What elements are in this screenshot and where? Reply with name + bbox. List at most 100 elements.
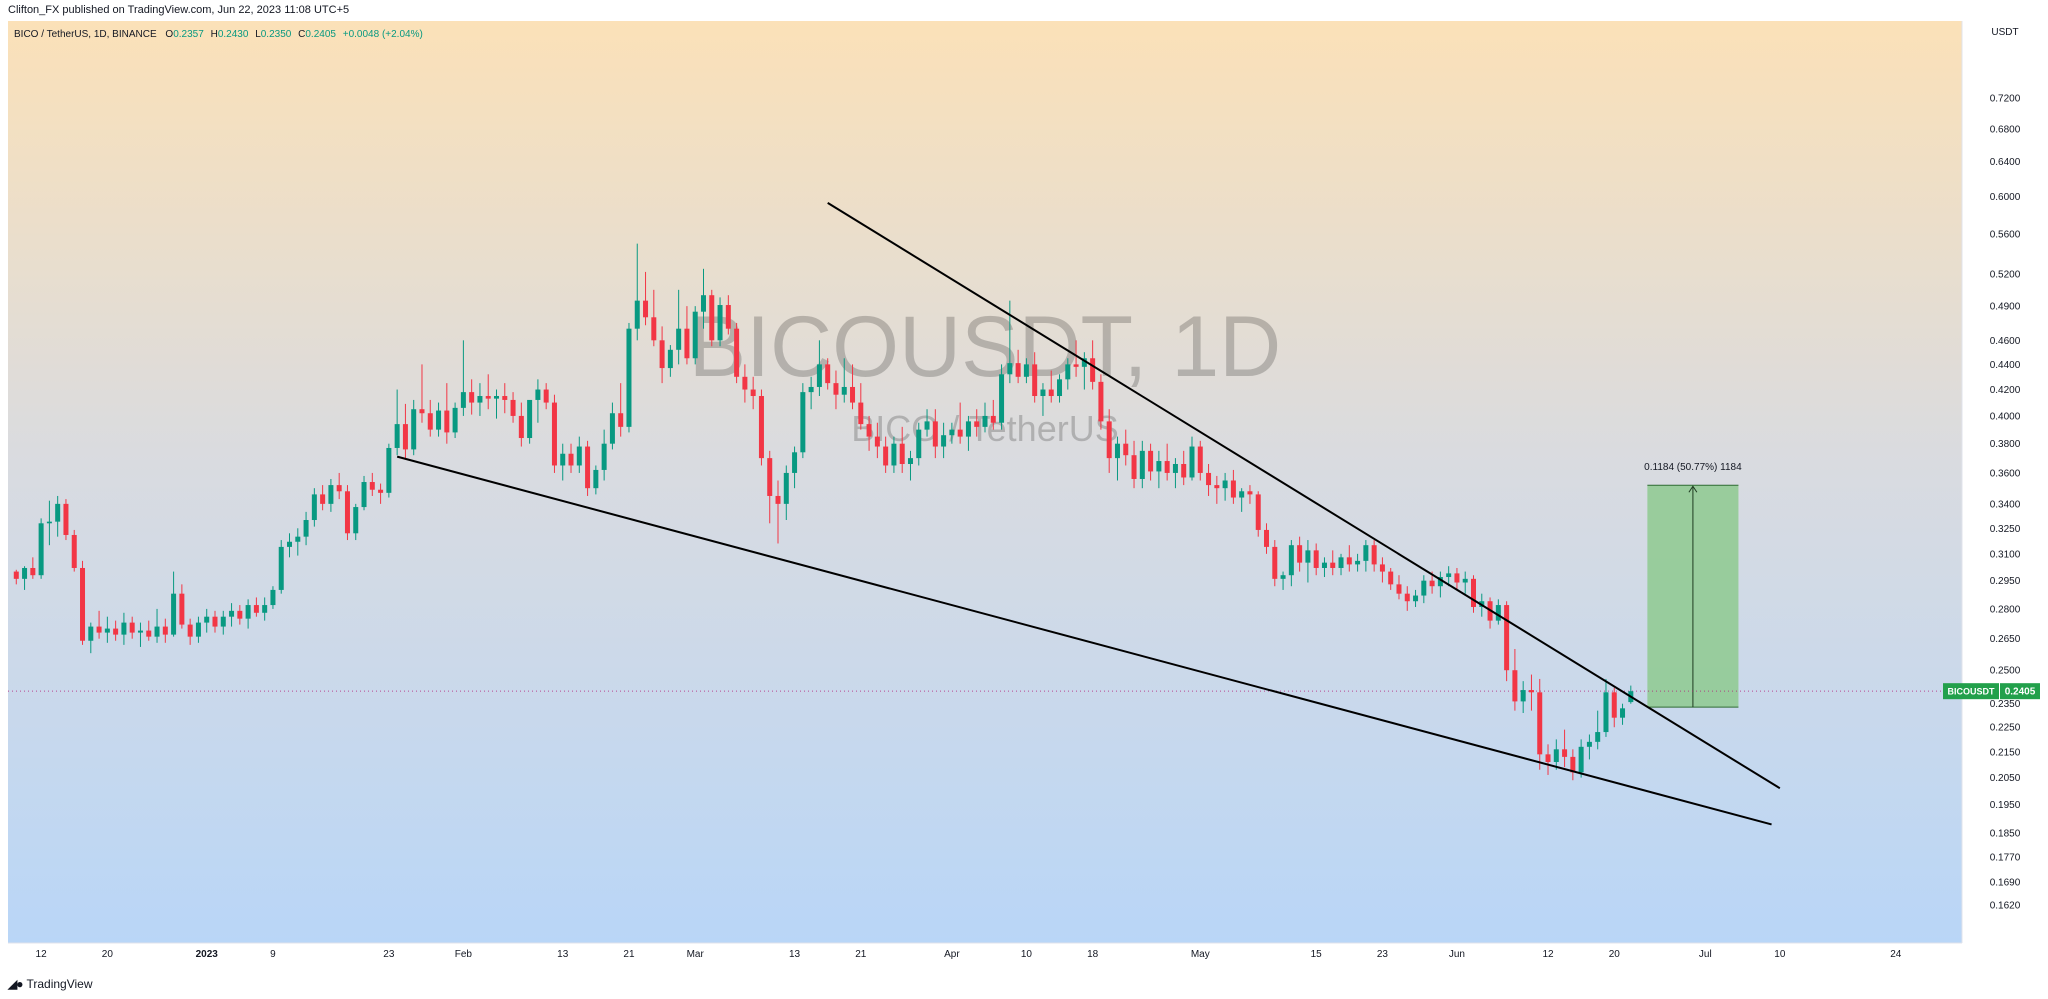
candle-body-up[interactable] (1495, 605, 1501, 621)
lower-trendline[interactable] (396, 455, 1772, 826)
tradingview-logo[interactable]: ◢● TradingView (8, 977, 93, 991)
candle-body-up[interactable] (1114, 443, 1120, 459)
candle-body-up[interactable] (1446, 573, 1452, 578)
candle-body-down[interactable] (1230, 480, 1236, 498)
candle-body-up[interactable] (800, 392, 806, 453)
candle-body-down[interactable] (1148, 450, 1154, 472)
candle-body-down[interactable] (551, 402, 557, 466)
candle-body-down[interactable] (113, 628, 119, 635)
candle-body-up[interactable] (88, 626, 94, 641)
candle-body-up[interactable] (1305, 550, 1311, 563)
candle-body-up[interactable] (593, 469, 599, 489)
candle-body-up[interactable] (1413, 595, 1419, 602)
candle-body-down[interactable] (1106, 421, 1112, 459)
candle-body-down[interactable] (369, 482, 375, 490)
candle-body-up[interactable] (667, 349, 673, 369)
candle-body-down[interactable] (237, 610, 243, 619)
candle-body-up[interactable] (1586, 741, 1592, 747)
candle-body-up[interactable] (154, 626, 160, 637)
candle-body-down[interactable] (162, 626, 168, 635)
candle-body-up[interactable] (1553, 749, 1559, 762)
candle-body-down[interactable] (1504, 605, 1510, 671)
candle-body-up[interactable] (891, 443, 897, 466)
candle-body-up[interactable] (1595, 732, 1601, 742)
candle-body-down[interactable] (1032, 364, 1038, 397)
candle-body-up[interactable] (1156, 461, 1162, 472)
candle-body-down[interactable] (1214, 485, 1220, 489)
candle-body-down[interactable] (427, 413, 433, 430)
candle-body-down[interactable] (734, 328, 740, 377)
candle-body-down[interactable] (336, 485, 342, 492)
candle-body-down[interactable] (1562, 749, 1568, 757)
candle-body-down[interactable] (1404, 593, 1410, 602)
candle-body-up[interactable] (1007, 363, 1013, 375)
candle-body-up[interactable] (535, 389, 541, 400)
candle-body-up[interactable] (1057, 379, 1063, 397)
candle-body-up[interactable] (700, 295, 706, 312)
candle-body-up[interactable] (494, 396, 499, 399)
candle-body-down[interactable] (1528, 690, 1534, 693)
candle-body-down[interactable] (320, 494, 326, 504)
candle-body-down[interactable] (1272, 546, 1278, 579)
candle-body-up[interactable] (1363, 545, 1369, 561)
candle-body-up[interactable] (916, 429, 922, 459)
candle-body-up[interactable] (676, 328, 682, 350)
candle-body-up[interactable] (328, 485, 334, 504)
candle-body-down[interactable] (1206, 472, 1212, 486)
candle-body-down[interactable] (1346, 557, 1352, 565)
candle-body-down[interactable] (758, 396, 764, 459)
candle-body-up[interactable] (361, 482, 367, 508)
upper-trendline[interactable] (827, 202, 1781, 790)
candle-body-down[interactable] (1123, 443, 1129, 456)
candle-body-down[interactable] (502, 396, 508, 400)
candle-body-up[interactable] (171, 593, 177, 635)
candle-body-up[interactable] (460, 392, 466, 408)
candle-body-down[interactable] (80, 567, 86, 641)
candle-body-down[interactable] (63, 503, 69, 535)
candle-body-down[interactable] (990, 415, 996, 423)
candle-body-down[interactable] (1537, 692, 1543, 755)
candle-body-up[interactable] (634, 300, 640, 329)
candle-body-down[interactable] (568, 453, 574, 466)
candle-body-up[interactable] (692, 311, 698, 359)
candle-body-down[interactable] (833, 383, 839, 395)
candle-body-down[interactable] (1371, 545, 1377, 565)
candle-body-up[interactable] (278, 546, 284, 590)
candle-body-up[interactable] (965, 421, 971, 437)
candle-body-up[interactable] (560, 453, 566, 466)
candle-body-down[interactable] (187, 624, 193, 637)
candle-body-down[interactable] (1197, 446, 1203, 473)
candle-body-up[interactable] (1620, 708, 1626, 718)
candle-body-up[interactable] (982, 415, 988, 427)
candle-body-down[interactable] (13, 571, 19, 579)
candle-body-down[interactable] (850, 386, 856, 403)
candle-body-up[interactable] (287, 541, 293, 547)
candle-body-down[interactable] (419, 409, 425, 414)
candle-body-up[interactable] (1081, 358, 1087, 367)
candle-body-down[interactable] (1073, 364, 1079, 367)
candle-body-down[interactable] (1379, 564, 1385, 572)
candle-body-up[interactable] (1023, 364, 1029, 377)
candle-body-up[interactable] (1280, 575, 1286, 579)
candle-body-down[interactable] (378, 489, 384, 493)
candle-body-up[interactable] (1321, 562, 1327, 568)
candle-body-up[interactable] (941, 435, 947, 447)
candle-body-up[interactable] (195, 622, 201, 637)
candle-body-down[interactable] (1454, 573, 1460, 583)
candle-body-up[interactable] (949, 429, 955, 436)
candle-body-down[interactable] (709, 295, 715, 341)
candle-body-up[interactable] (229, 610, 235, 617)
candle-body-up[interactable] (38, 523, 44, 576)
candle-body-down[interactable] (866, 424, 872, 437)
candle-body-down[interactable] (1512, 670, 1518, 702)
candle-body-down[interactable] (1015, 363, 1021, 377)
candle-body-down[interactable] (1570, 756, 1576, 773)
candle-body-down[interactable] (618, 413, 624, 427)
candle-body-down[interactable] (129, 622, 135, 633)
candle-body-up[interactable] (137, 630, 143, 633)
candle-body-up[interactable] (1437, 577, 1443, 587)
candle-body-down[interactable] (402, 424, 408, 450)
candle-body-down[interactable] (344, 491, 350, 534)
chart-area[interactable]: BICOUSDT, 1D BICO / TetherUS USDT 0.7200 0.6… (0, 21, 2048, 971)
